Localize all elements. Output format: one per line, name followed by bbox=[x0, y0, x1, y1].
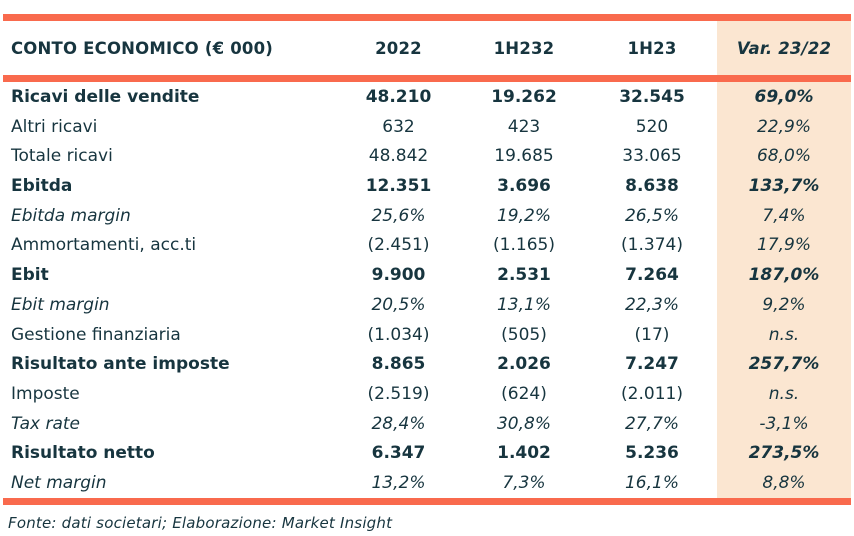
cell-1h23: 5.236 bbox=[625, 443, 679, 464]
row-label: Imposte bbox=[11, 383, 80, 404]
cell-1h23: 32.545 bbox=[619, 86, 685, 107]
cell-2022: 20,5% bbox=[371, 294, 426, 315]
cell-1h22: 19.262 bbox=[491, 86, 557, 107]
cell-1h22: 1.402 bbox=[497, 443, 551, 464]
row-label: Ebit margin bbox=[11, 294, 110, 315]
cell-1h22: 30,8% bbox=[496, 413, 551, 434]
table-row-ebitda: Ebitda 12.351 3.696 8.638 133,7% bbox=[3, 171, 851, 201]
cell-1h23: 7.247 bbox=[625, 354, 679, 375]
cell-1h23: 27,7% bbox=[624, 413, 679, 434]
cell-var: 9,2% bbox=[717, 289, 851, 320]
cell-1h22: 423 bbox=[507, 116, 541, 137]
row-label: Ebitda margin bbox=[11, 205, 131, 226]
cell-var: 17,9% bbox=[717, 230, 851, 261]
cell-var: n.s. bbox=[717, 379, 851, 409]
cell-1h22: 2.026 bbox=[497, 354, 551, 375]
cell-2022: 12.351 bbox=[365, 175, 432, 196]
table-row-risultato-ante-imposte: Risultato ante imposte 8.865 2.026 7.247… bbox=[3, 349, 851, 380]
cell-1h22: 7,3% bbox=[502, 473, 546, 494]
header-var-23-22: Var. 23/22 bbox=[717, 21, 851, 75]
cell-2022: 25,6% bbox=[371, 205, 426, 226]
cell-1h23: 520 bbox=[635, 116, 669, 137]
row-label: Net margin bbox=[11, 473, 107, 494]
cell-2022: 28,4% bbox=[371, 413, 426, 434]
cell-var: 273,5% bbox=[717, 438, 851, 469]
table-row-risultato-netto: Risultato netto 6.347 1.402 5.236 273,5% bbox=[3, 438, 851, 469]
cell-2022: 632 bbox=[382, 116, 415, 137]
table-row-net-margin: Net margin 13,2% 7,3% 16,1% 8,8% bbox=[3, 468, 851, 498]
cell-var: 69,0% bbox=[717, 82, 851, 112]
cell-1h23: (1.374) bbox=[621, 235, 683, 256]
cell-1h23: 16,1% bbox=[624, 473, 679, 494]
cell-2022: (1.034) bbox=[367, 324, 430, 345]
table-row-totale-ricavi: Totale ricavi 48.842 19.685 33.065 68,0% bbox=[3, 141, 851, 172]
row-label: Ammortamenti, acc.ti bbox=[11, 235, 197, 256]
cell-1h23: 26,5% bbox=[624, 205, 679, 226]
table-row-gestione-finanziaria: Gestione finanziaria (1.034) (505) (17) … bbox=[3, 319, 851, 350]
cell-var: 187,0% bbox=[717, 260, 851, 290]
cell-2022: (2.519) bbox=[367, 383, 430, 404]
row-label: Ricavi delle vendite bbox=[11, 86, 200, 107]
cell-var: 133,7% bbox=[717, 171, 851, 201]
row-label: Totale ricavi bbox=[11, 146, 113, 167]
row-label: Gestione finanziaria bbox=[11, 324, 181, 345]
cell-1h22: (624) bbox=[501, 383, 547, 404]
header-separator-bar bbox=[3, 75, 851, 82]
cell-1h22: 3.696 bbox=[497, 175, 551, 196]
cell-var: 68,0% bbox=[717, 141, 851, 172]
cell-2022: 6.347 bbox=[371, 443, 426, 464]
cell-1h23: 7.264 bbox=[625, 265, 679, 286]
cell-2022: 8.865 bbox=[371, 354, 426, 375]
cell-1h22: (505) bbox=[501, 324, 547, 345]
cell-1h22: 2.531 bbox=[497, 265, 551, 286]
cell-var: -3,1% bbox=[717, 408, 851, 439]
cell-1h23: 8.638 bbox=[625, 175, 679, 196]
table-header-row: CONTO ECONOMICO (€ 000) 2022 1H232 1H23 … bbox=[3, 21, 851, 75]
row-label: Ebit bbox=[11, 265, 49, 286]
row-label: Tax rate bbox=[11, 413, 81, 434]
cell-2022: 9.900 bbox=[371, 265, 426, 286]
cell-var: 257,7% bbox=[717, 349, 851, 380]
cell-1h23: 22,3% bbox=[624, 294, 679, 315]
top-accent-bar bbox=[3, 14, 851, 21]
cell-1h22: 13,1% bbox=[496, 294, 551, 315]
table-row-ricavi-delle-vendite: Ricavi delle vendite 48.210 19.262 32.54… bbox=[3, 82, 851, 112]
cell-1h23: (17) bbox=[634, 324, 670, 345]
cell-1h23: 33.065 bbox=[622, 146, 682, 167]
cell-1h23: (2.011) bbox=[621, 383, 683, 404]
cell-1h22: (1.165) bbox=[493, 235, 555, 256]
cell-2022: (2.451) bbox=[367, 235, 430, 256]
row-label: Risultato netto bbox=[11, 443, 155, 464]
table-row-ebit: Ebit 9.900 2.531 7.264 187,0% bbox=[3, 260, 851, 290]
income-statement-table: CONTO ECONOMICO (€ 000) 2022 1H232 1H23 … bbox=[3, 14, 851, 532]
cell-var: n.s. bbox=[717, 319, 851, 350]
table-row-ammortamenti: Ammortamenti, acc.ti (2.451) (1.165) (1.… bbox=[3, 230, 851, 261]
cell-1h22: 19,2% bbox=[496, 205, 551, 226]
table-row-ebit-margin: Ebit margin 20,5% 13,1% 22,3% 9,2% bbox=[3, 289, 851, 320]
row-label: Altri ricavi bbox=[11, 116, 98, 137]
table-row-ebitda-margin: Ebitda margin 25,6% 19,2% 26,5% 7,4% bbox=[3, 200, 851, 231]
source-note: Fonte: dati societari; Elaborazione: Mar… bbox=[8, 514, 393, 532]
cell-2022: 48.210 bbox=[365, 86, 432, 107]
table-row-altri-ricavi: Altri ricavi 632 423 520 22,9% bbox=[3, 111, 851, 142]
table-row-tax-rate: Tax rate 28,4% 30,8% 27,7% -3,1% bbox=[3, 408, 851, 439]
cell-var: 8,8% bbox=[717, 468, 851, 498]
header-1h22: 1H232 bbox=[493, 38, 555, 58]
bottom-accent-bar bbox=[3, 498, 851, 505]
cell-2022: 13,2% bbox=[371, 473, 426, 494]
cell-var: 22,9% bbox=[717, 111, 851, 142]
row-label: Ebitda bbox=[11, 175, 73, 196]
cell-1h22: 19.685 bbox=[494, 146, 554, 167]
header-conto-economico: CONTO ECONOMICO (€ 000) bbox=[11, 38, 274, 58]
cell-2022: 48.842 bbox=[368, 146, 429, 167]
header-1h23: 1H23 bbox=[627, 38, 677, 58]
row-label: Risultato ante imposte bbox=[11, 354, 230, 375]
header-2022: 2022 bbox=[375, 38, 422, 58]
table-row-imposte: Imposte (2.519) (624) (2.011) n.s. bbox=[3, 379, 851, 409]
cell-var: 7,4% bbox=[717, 200, 851, 231]
table-body: Ricavi delle vendite 48.210 19.262 32.54… bbox=[3, 82, 851, 498]
